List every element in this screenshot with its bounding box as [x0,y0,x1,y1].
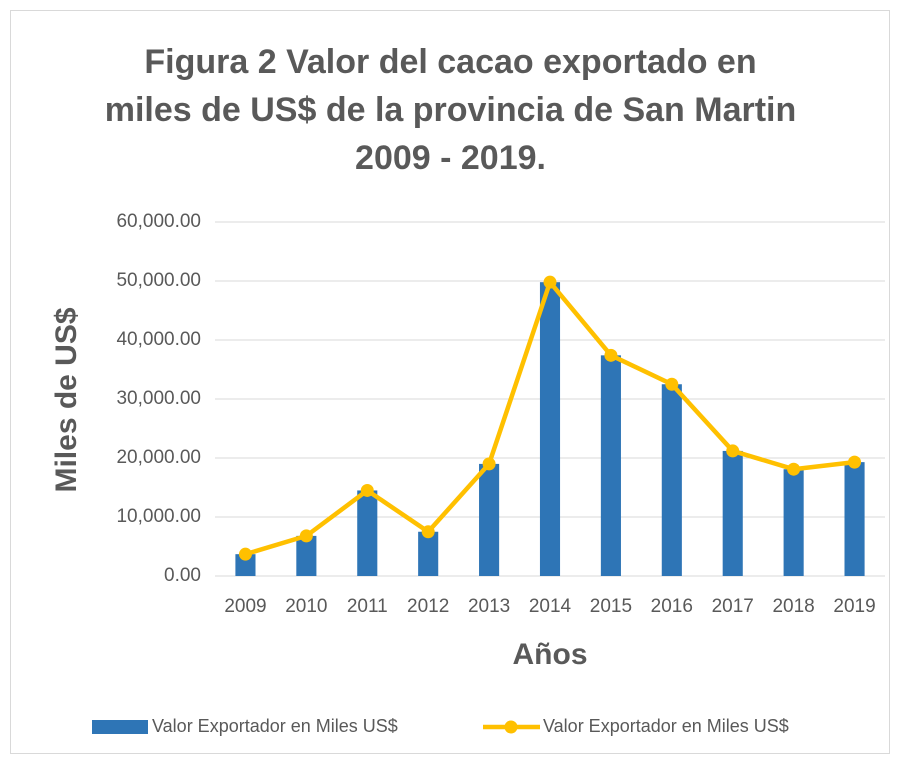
bar [844,462,865,576]
x-axis-label: Años [513,638,588,671]
bar [479,463,500,576]
line-marker [421,525,435,539]
legend-label: Valor Exportador en Miles US$ [152,716,398,736]
line-marker [604,348,618,362]
y-tick-label: 20,000.00 [116,447,201,468]
x-tick-label: 2013 [468,596,510,617]
line-marker [726,444,740,458]
legend-label: Valor Exportador en Miles US$ [543,716,789,736]
bar [418,531,439,576]
y-axis-label: Miles de US$ [50,307,83,492]
x-tick-label: 2017 [712,596,754,617]
line-marker [543,275,557,289]
x-tick-label: 2018 [772,596,814,617]
x-tick-label: 2011 [347,596,388,617]
line-marker [848,455,862,469]
line-marker [787,462,801,476]
bar [600,355,621,576]
y-tick-label: 40,000.00 [116,329,201,350]
line-marker [482,457,496,471]
line-marker [360,483,374,497]
chart-title: Figura 2 Valor del cacao exportado en mi… [104,43,797,177]
x-tick-label: 2012 [407,596,449,617]
x-tick-label: 2009 [224,596,266,617]
y-tick-label: 60,000.00 [116,211,201,232]
chart-border [10,10,890,754]
x-tick-label: 2016 [651,596,693,617]
bar [783,469,804,576]
line-marker [299,529,313,543]
line-marker [665,377,679,391]
bar [539,282,561,576]
y-tick-label: 30,000.00 [116,388,201,409]
bar [235,554,256,576]
y-tick-label: 0.00 [164,565,201,586]
line-marker [238,547,252,561]
x-tick-label: 2015 [590,596,632,617]
y-tick-label: 50,000.00 [116,270,201,291]
x-tick-label: 2019 [833,596,875,617]
legend-marker [504,720,518,734]
y-tick-label: 10,000.00 [116,506,201,527]
bar [661,384,682,576]
bar [357,490,378,576]
bar [722,450,743,576]
bar [296,535,317,576]
legend-swatch [92,720,148,734]
x-tick-label: 2014 [529,596,572,617]
x-tick-label: 2010 [285,596,327,617]
